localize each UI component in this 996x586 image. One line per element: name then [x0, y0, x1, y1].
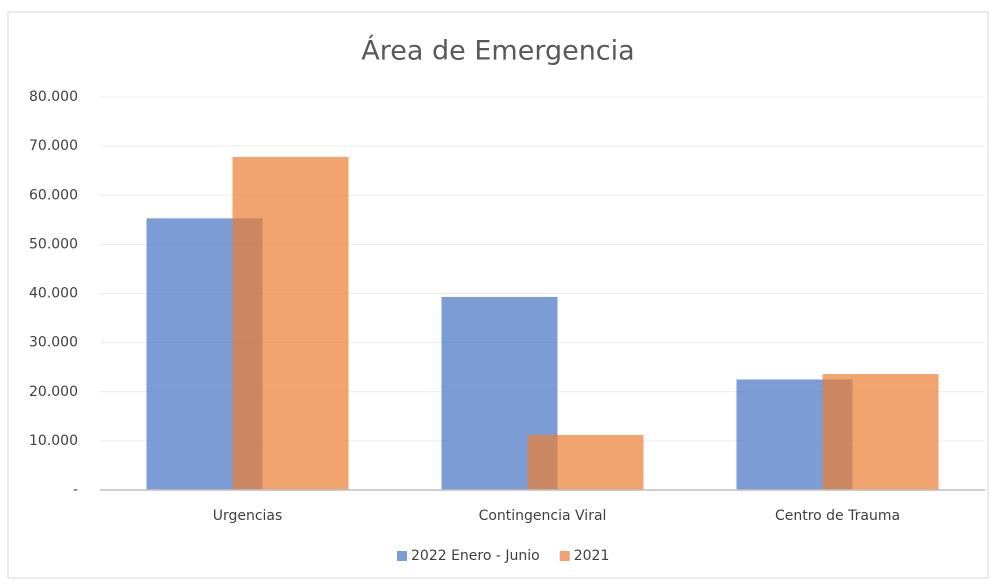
y-tick-label: 10.000 [29, 433, 78, 449]
bar [822, 374, 939, 490]
legend-swatch [397, 551, 407, 561]
y-tick-label: 60.000 [29, 187, 78, 203]
y-tick-label: - [73, 482, 78, 498]
y-tick-label: 70.000 [29, 138, 78, 154]
x-tick-label: Centro de Trauma [775, 508, 900, 524]
bar [232, 156, 349, 490]
x-tick-label: Contingencia Viral [479, 508, 607, 524]
chart-title: Área de Emergencia [361, 35, 634, 67]
legend-swatch [559, 551, 570, 561]
y-tick-label: 30.000 [29, 335, 78, 351]
legend-label: 2022 Enero - Junio [411, 548, 540, 564]
y-tick-label: 50.000 [29, 236, 78, 252]
bar [527, 434, 644, 490]
legend-label: 2021 [574, 548, 610, 564]
x-tick-label: Urgencias [213, 508, 283, 524]
y-tick-label: 80.000 [29, 89, 78, 105]
y-tick-label: 20.000 [29, 384, 78, 400]
y-tick-label: 40.000 [29, 286, 78, 302]
